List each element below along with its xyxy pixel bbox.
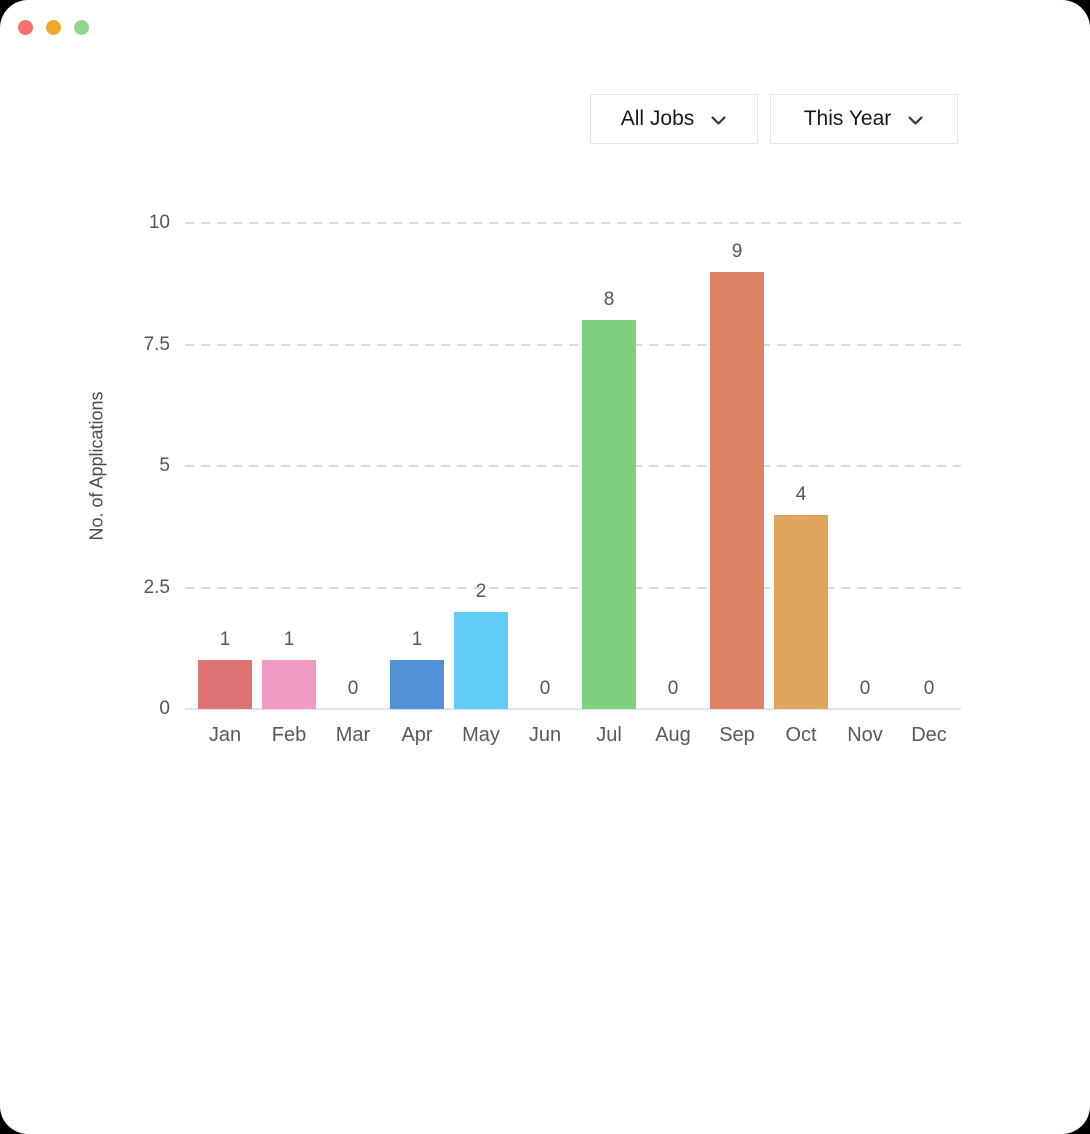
x-tick-label-aug: Aug <box>655 724 691 746</box>
chevron-down-icon <box>710 115 727 126</box>
x-tick-label-apr: Apr <box>401 724 433 746</box>
bar-value-label-feb: 1 <box>283 629 295 651</box>
bar-sep[interactable] <box>710 271 764 709</box>
y-tick-label: 5 <box>159 455 170 476</box>
period-filter-value: This Year <box>803 107 892 130</box>
bar-value-label-dec: 0 <box>923 678 935 699</box>
x-tick-label-jun: Jun <box>528 724 562 746</box>
jobs-filter-value: All Jobs <box>620 107 695 130</box>
x-tick-label-nov: Nov <box>847 724 883 746</box>
window-controls <box>18 20 89 35</box>
bar-feb[interactable] <box>262 660 316 709</box>
bar-value-label-mar: 0 <box>347 678 359 699</box>
period-filter-dropdown[interactable]: This Year <box>770 94 958 144</box>
y-tick-label: 2.5 <box>143 576 170 598</box>
close-window-button[interactable] <box>18 20 33 35</box>
x-tick-label-jul: Jul <box>596 724 622 746</box>
jobs-filter-dropdown[interactable]: All Jobs <box>590 94 758 144</box>
bar-apr[interactable] <box>390 660 444 709</box>
x-tick-label-dec: Dec <box>911 724 947 746</box>
x-tick-label-mar: Mar <box>335 724 371 746</box>
bar-value-label-sep: 9 <box>731 240 743 262</box>
y-tick-label: 0 <box>159 698 170 719</box>
bar-oct[interactable] <box>774 514 828 709</box>
bar-value-label-apr: 1 <box>411 629 423 651</box>
bar-value-label-jun: 0 <box>539 678 551 699</box>
y-tick-label: 7.5 <box>143 333 170 355</box>
minimize-window-button[interactable] <box>46 20 61 35</box>
x-tick-label-sep: Sep <box>719 724 755 746</box>
gridline-y-10 <box>185 222 961 224</box>
x-tick-label-may: May <box>462 724 500 746</box>
bar-jan[interactable] <box>198 660 252 709</box>
x-tick-label-oct: Oct <box>785 724 817 746</box>
y-tick-label: 10 <box>148 212 170 233</box>
gridline-y-2.5 <box>185 586 961 589</box>
bar-jul[interactable] <box>582 320 636 709</box>
bar-value-label-oct: 4 <box>795 483 807 505</box>
bar-value-label-nov: 0 <box>859 678 871 699</box>
gridline-y-7.5 <box>185 343 961 346</box>
maximize-window-button[interactable] <box>74 20 89 35</box>
bar-value-label-jan: 1 <box>219 629 231 651</box>
x-axis-line <box>185 708 961 710</box>
bar-value-label-may: 2 <box>475 580 487 602</box>
bar-value-label-jul: 8 <box>603 289 615 311</box>
bar-value-label-aug: 0 <box>667 678 679 699</box>
gridline-y-5 <box>185 465 961 467</box>
chart-filters: All Jobs This Year <box>590 94 958 144</box>
x-tick-label-feb: Feb <box>271 724 307 746</box>
bar-may[interactable] <box>454 611 508 709</box>
x-tick-label-jan: Jan <box>208 724 242 746</box>
chevron-down-icon <box>907 115 924 126</box>
